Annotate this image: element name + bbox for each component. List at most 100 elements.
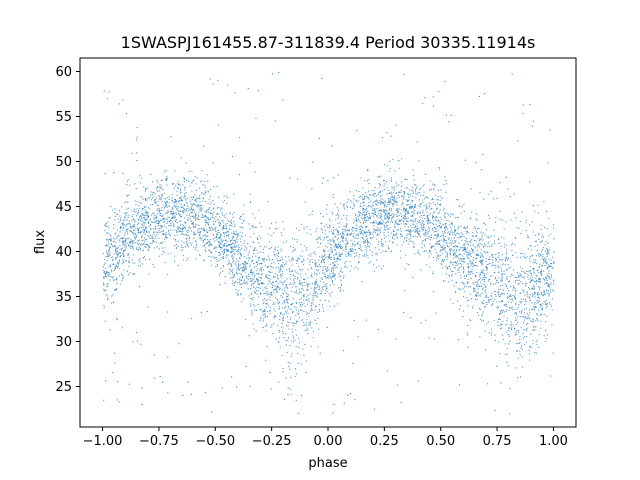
data-point <box>340 284 342 286</box>
data-point <box>231 239 233 241</box>
data-point <box>384 201 386 203</box>
data-point <box>492 262 494 264</box>
data-point <box>232 257 234 259</box>
data-point <box>443 209 445 211</box>
data-point <box>132 229 134 231</box>
data-point <box>295 291 297 293</box>
data-point <box>501 310 503 312</box>
data-point <box>232 251 234 253</box>
data-point <box>230 255 232 257</box>
data-point <box>103 288 105 290</box>
data-point <box>499 258 501 260</box>
data-point <box>498 291 500 293</box>
data-point <box>204 190 206 192</box>
data-point <box>459 305 461 307</box>
data-point <box>403 223 405 225</box>
data-point <box>182 247 184 249</box>
data-point <box>485 292 487 294</box>
data-point <box>491 334 493 336</box>
data-point <box>182 206 184 208</box>
data-point <box>238 244 240 246</box>
data-point <box>226 241 228 243</box>
data-point <box>463 227 465 229</box>
data-point <box>538 334 540 336</box>
data-point <box>452 261 454 263</box>
data-point <box>107 241 109 243</box>
data-point <box>414 235 416 237</box>
data-point <box>204 193 206 195</box>
data-point <box>399 212 401 214</box>
data-point <box>442 261 444 263</box>
data-point <box>314 262 316 264</box>
data-point <box>419 188 421 190</box>
data-point <box>170 222 172 224</box>
data-point <box>400 196 402 198</box>
data-point <box>479 239 481 241</box>
data-point <box>243 261 245 263</box>
data-point <box>543 294 545 296</box>
data-point <box>543 290 545 292</box>
data-point <box>304 278 306 280</box>
data-point <box>400 219 402 221</box>
data-point <box>420 269 422 271</box>
data-point <box>178 201 180 203</box>
data-point <box>440 226 442 228</box>
data-point <box>198 203 200 205</box>
data-point <box>426 220 428 222</box>
data-point <box>539 288 541 290</box>
data-point <box>122 274 124 276</box>
data-point <box>274 288 276 290</box>
data-point <box>198 216 200 218</box>
data-point <box>195 213 197 215</box>
data-point <box>331 252 333 254</box>
data-point <box>151 221 153 223</box>
data-point <box>173 238 175 240</box>
data-point <box>459 288 461 290</box>
data-point <box>366 237 368 239</box>
data-point <box>201 214 203 216</box>
data-point <box>504 304 506 306</box>
data-point <box>404 208 406 210</box>
data-point <box>193 233 195 235</box>
data-point <box>304 343 306 345</box>
data-point <box>321 290 323 292</box>
data-point <box>417 211 419 213</box>
data-point <box>368 230 370 232</box>
data-point <box>147 214 149 216</box>
data-point <box>472 273 474 275</box>
data-point <box>505 285 507 287</box>
data-point <box>524 311 526 313</box>
data-point <box>438 255 440 257</box>
data-point <box>452 302 454 304</box>
data-point <box>223 236 225 238</box>
data-point <box>460 246 462 248</box>
data-point <box>369 217 371 219</box>
data-point <box>134 237 136 239</box>
data-point <box>533 309 535 311</box>
data-point <box>521 356 523 358</box>
data-point <box>515 291 517 293</box>
data-point <box>334 273 336 275</box>
data-point <box>197 205 199 207</box>
data-point <box>488 299 490 301</box>
data-point <box>376 215 378 217</box>
data-point <box>281 354 283 356</box>
data-point <box>223 233 225 235</box>
data-point <box>327 236 329 238</box>
data-point <box>279 308 281 310</box>
data-point <box>108 238 110 240</box>
data-point <box>341 247 343 249</box>
data-point <box>528 288 530 290</box>
data-point <box>148 226 150 228</box>
data-point <box>477 291 479 293</box>
data-point <box>211 212 213 214</box>
data-point <box>192 215 194 217</box>
data-point <box>388 217 390 219</box>
data-point <box>364 180 366 182</box>
data-point <box>386 224 388 226</box>
data-point <box>534 262 536 264</box>
data-point <box>455 233 457 235</box>
data-point <box>156 210 158 212</box>
data-point <box>323 249 325 251</box>
data-point <box>156 223 158 225</box>
